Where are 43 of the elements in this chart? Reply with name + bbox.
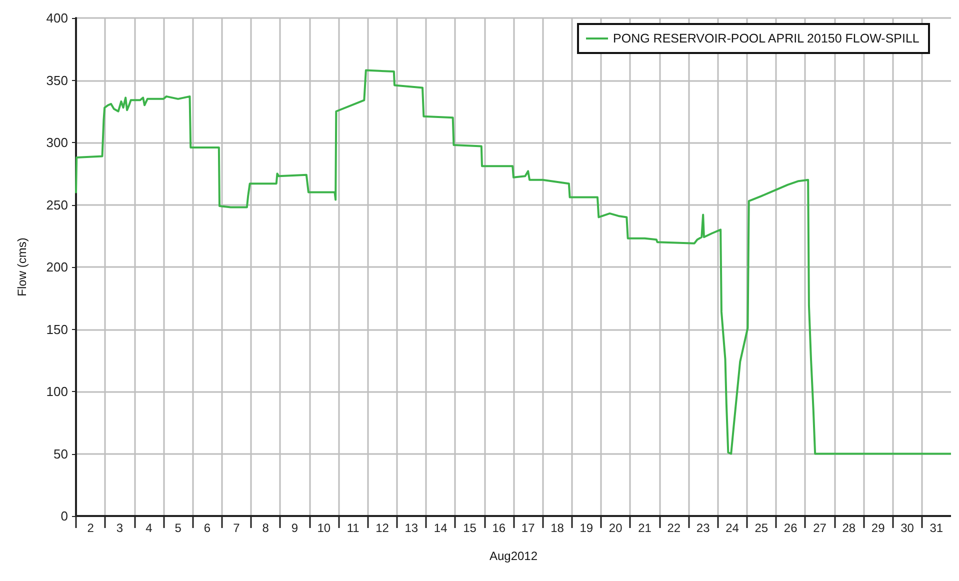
x-tick-label: 12: [376, 521, 390, 535]
x-tick-label: 17: [521, 521, 536, 535]
y-axis-title: Flow (cms): [15, 238, 29, 296]
legend-label: PONG RESERVOIR-POOL APRIL 20150 FLOW-SPILL: [613, 32, 920, 46]
x-tick-label: 31: [930, 521, 944, 535]
x-tick-label: 13: [404, 521, 418, 535]
x-tick-label: 7: [233, 521, 240, 535]
x-tick-label: 18: [550, 521, 564, 535]
x-tick-label: 21: [638, 521, 652, 535]
x-tick-label: 23: [696, 521, 710, 535]
y-tick-label: 50: [54, 446, 68, 462]
x-tick-label: 11: [346, 521, 360, 535]
y-tick-label: 200: [46, 260, 68, 274]
y-tick-label: 0: [60, 508, 68, 524]
x-tick-label: 5: [174, 521, 182, 535]
x-tick-label: 6: [204, 521, 211, 535]
x-tick-label: 3: [116, 521, 124, 535]
x-tick-label: 19: [580, 521, 594, 535]
x-tick-label: 4: [146, 521, 153, 535]
y-tick-label: 100: [46, 384, 68, 399]
x-tick-label: 26: [784, 521, 798, 535]
x-axis-title: Aug2012: [489, 549, 538, 563]
x-tick-label: 25: [754, 521, 768, 535]
line-series: [75, 69, 951, 455]
x-tick-label: 10: [317, 521, 331, 535]
y-tick-label: 400: [46, 10, 68, 26]
y-tick-label: 350: [46, 72, 68, 88]
x-tick-label: 27: [813, 521, 827, 535]
y-tick-label: 250: [46, 197, 68, 212]
x-tick-label: 28: [842, 521, 856, 535]
x-tick-label: 16: [492, 521, 506, 535]
x-tick-label: 22: [667, 521, 681, 535]
x-tick-label: 15: [463, 521, 477, 535]
x-tick-label: 30: [900, 521, 914, 535]
x-tick-label: 20: [608, 521, 623, 535]
x-tick-label: 8: [262, 521, 270, 535]
x-tick-label: 2: [87, 521, 94, 535]
x-tick-label: 9: [291, 521, 298, 535]
y-tick-label: 150: [46, 322, 68, 337]
x-tick-label: 24: [726, 521, 740, 535]
x-tick-label: 29: [871, 521, 886, 535]
y-tick-label: 300: [46, 135, 68, 150]
x-tick-label: 14: [434, 521, 448, 535]
